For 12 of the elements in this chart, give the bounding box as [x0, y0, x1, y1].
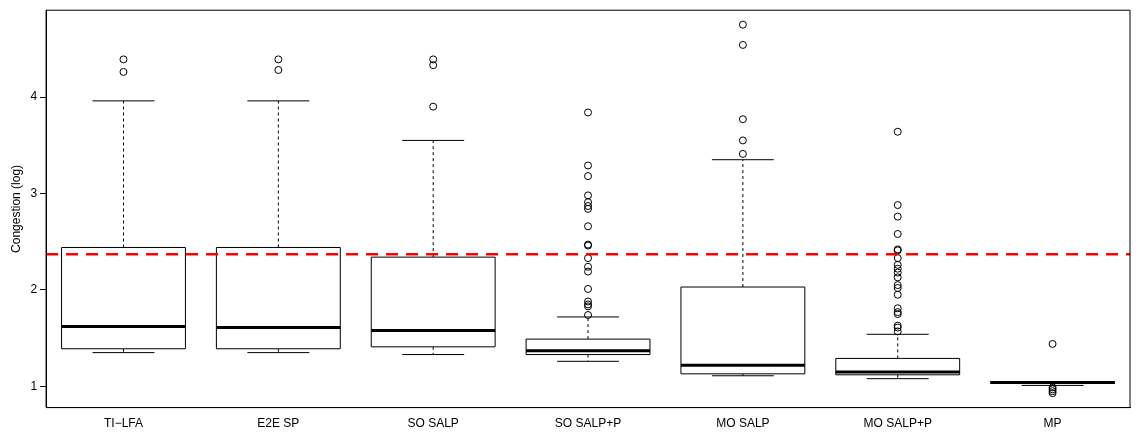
y-tick-label: 3 — [30, 185, 38, 200]
x-tick-label: SO SALP+P — [554, 416, 622, 431]
x-tick-label: TI−LFA — [103, 416, 144, 431]
y-tick-label: 4 — [30, 89, 38, 104]
x-tick-label: MO SALP+P — [863, 416, 932, 431]
x-tick-label: MP — [1043, 416, 1062, 431]
x-tick-label: MO SALP — [716, 416, 770, 431]
y-tick-label: 1 — [30, 378, 38, 393]
x-tick-label: E2E SP — [257, 416, 300, 431]
y-axis-title: Congestion (log) — [8, 164, 23, 253]
x-tick-label: SO SALP — [407, 416, 459, 431]
y-tick-label: 2 — [30, 282, 38, 297]
